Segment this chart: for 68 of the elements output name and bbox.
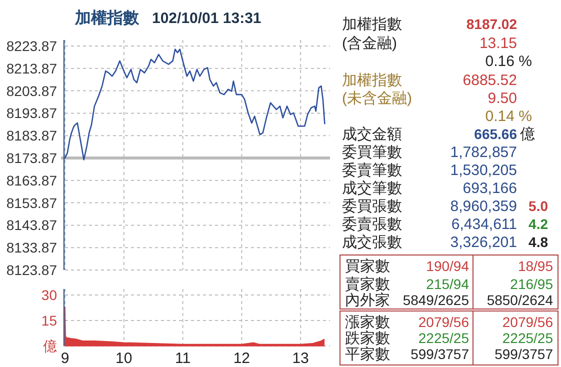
text: 跌家數: [345, 330, 390, 347]
y-tick-label: 8193.87: [6, 105, 58, 122]
y-tick-label: 8133.87: [6, 240, 58, 256]
text: 2079/56: [502, 314, 554, 330]
x-tick-label: 9: [60, 350, 70, 367]
text: 平家數: [345, 346, 390, 363]
text: 漲家數: [345, 314, 390, 331]
text: 13.15: [479, 35, 517, 52]
text: 8,960,359: [450, 198, 517, 215]
text: 4.8: [528, 234, 548, 250]
text: 1,782,857: [450, 144, 517, 161]
text: 2225/25: [418, 330, 470, 346]
text: 成交筆數: [342, 180, 402, 197]
y-tick-label: 8163.87: [6, 172, 58, 188]
text: 693,166: [462, 180, 517, 197]
text: 億: [520, 126, 535, 143]
text: 0.16 %: [485, 53, 532, 70]
text: 9.50: [488, 90, 517, 107]
text: 5849/2625: [402, 292, 470, 308]
text: 6,434,611: [451, 216, 517, 233]
text: 委買筆數: [342, 144, 402, 161]
text: 委買張數: [342, 198, 402, 215]
x-tick-label: 10: [116, 350, 132, 367]
y-tick-label: 8173.87: [6, 150, 58, 166]
text: 215/94: [426, 276, 470, 292]
y-tick-label: 8123.87: [6, 262, 58, 278]
text: 599/3757: [410, 346, 470, 362]
text: 4.2: [528, 216, 548, 232]
text: 18/95: [518, 258, 554, 274]
y-tick-label: 億: [43, 338, 57, 354]
y-tick-label: 8223.87: [6, 38, 58, 54]
text: 5.0: [528, 198, 548, 214]
y-tick-label: 8183.87: [6, 128, 58, 144]
y-tick-label: 8213.87: [6, 60, 58, 76]
text: 665.66: [474, 126, 518, 142]
text: 216/95: [510, 276, 554, 292]
text: 1,530,205: [450, 162, 517, 179]
text: 599/3757: [494, 346, 554, 362]
text: 2079/56: [418, 314, 470, 330]
y-tick-label: 15: [41, 312, 58, 328]
text: 8187.02: [466, 16, 518, 32]
y-tick-label: 8153.87: [6, 194, 58, 211]
text: 2225/25: [502, 330, 554, 346]
text: 0.14 %: [485, 108, 532, 125]
text: 成交張數: [342, 234, 402, 251]
text: (含金融): [342, 35, 397, 52]
text: 190/94: [426, 258, 470, 274]
text: (未含金融): [342, 90, 412, 107]
text: 賣家數: [345, 276, 390, 293]
line-series: [64, 48, 326, 160]
text: 6885.52: [462, 72, 517, 89]
chart-subtitle: 102/10/01 13:31: [152, 10, 262, 27]
y-tick-label: 30: [41, 287, 58, 303]
text: 買家數: [345, 258, 390, 275]
text: 加權指數: [342, 72, 402, 89]
text: 5850/2624: [486, 292, 554, 308]
text: 3,326,201: [450, 234, 517, 251]
text: 委賣張數: [342, 216, 402, 233]
x-tick-label: 13: [292, 350, 309, 367]
y-tick-label: 8143.87: [6, 217, 58, 234]
text: 成交金額: [342, 126, 402, 143]
text: 內外家: [345, 292, 390, 309]
text: 加權指數: [342, 16, 402, 33]
x-tick-label: 11: [174, 350, 191, 367]
y-tick-label: 8203.87: [6, 82, 58, 99]
chart-title: 加權指數: [74, 9, 140, 27]
text: 委賣筆數: [342, 162, 402, 179]
x-tick-label: 12: [233, 350, 250, 367]
